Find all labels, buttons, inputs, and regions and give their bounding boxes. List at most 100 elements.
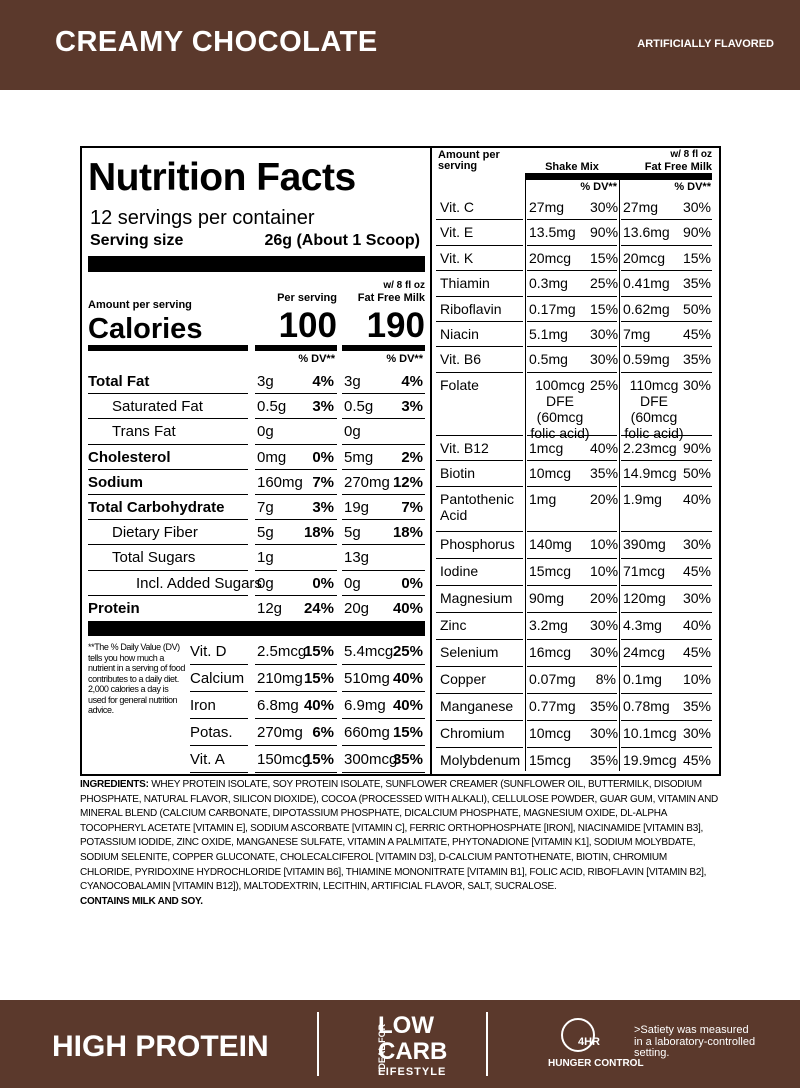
row-rule [342,746,425,773]
claim: HIGH PROTEIN [52,1030,269,1063]
ingredients-text: WHEY PROTEIN ISOLATE, SOY PROTEIN ISOLAT… [80,779,719,893]
amount-per-serving: Amount per serving [438,149,500,172]
dv: 0% [312,448,334,466]
row-rule [436,694,523,721]
label-title: Nutrition Facts [88,156,356,199]
row-rule [342,571,425,596]
clock-icon [561,1018,595,1052]
dv: 20% [590,589,619,606]
dv: 35% [682,697,711,714]
row-rule [255,746,337,773]
amount: 13g [344,549,370,567]
nutrient-name: Total Fat [88,373,150,390]
dv: 40% [392,697,423,714]
row-rule [527,322,617,348]
nutrient-name: Folate [440,376,479,393]
bar [255,345,337,351]
col-header: Per serving [277,292,337,304]
amount: 27mg [623,199,659,215]
dv: 30% [682,376,711,393]
row-rule [436,347,523,373]
dv: 15% [392,724,423,741]
row-rule [621,347,712,373]
dv: 18% [392,524,423,542]
col-header: w/ 8 fl oz [670,149,712,160]
amount: 110mcg DFE (60mcg folic acid) [624,376,684,441]
claim: LOW [378,1012,434,1039]
dv: 30% [682,589,711,606]
dv: 7% [401,499,423,516]
amount: 14.9mcg [623,465,677,482]
row-rule [342,445,425,470]
row-rule [527,721,617,748]
nutrient-name: Total Carbohydrate [88,499,225,516]
dv: 3% [312,499,334,516]
row-rule [88,419,248,445]
dv: 30% [590,616,619,633]
row-rule [436,220,523,246]
amount: 0g [344,574,361,592]
row-rule [621,436,712,462]
nutrient-name: Thiamin [440,275,490,292]
nutrient-name: Molybdenum [440,751,521,768]
nutrient-name: Incl. Added Sugars [136,574,262,592]
dv: 10% [590,535,619,552]
ingredients-label: INGREDIENTS: [80,779,149,790]
footer-band [0,1000,800,1088]
dv: 35% [590,465,619,482]
row-rule [621,373,712,436]
dv: 35% [590,751,619,768]
dv: 35% [682,275,711,292]
title: CREAMY CHOCOLATE [55,26,378,58]
row-rule [255,369,337,395]
amount: 10.1mcg [623,724,677,741]
amount: 210mg [257,670,303,687]
amount: 1mg [529,490,557,507]
dv: 35% [590,697,619,714]
row-rule [527,667,617,694]
amount: 1g [257,549,274,567]
amount: 5g [344,524,361,542]
dv: 7% [312,473,334,491]
amount: 660mg [344,724,390,741]
row-rule [527,532,617,559]
dv: 90% [682,439,711,456]
row-rule [255,495,337,521]
nutrient-name: Protein [88,599,140,617]
dv: 0% [312,574,334,592]
row-rule [342,638,425,665]
nutrient-name: Manganese [440,697,514,714]
col-header: Fat Free Milk [357,292,425,304]
row-rule [527,297,617,322]
row-rule [255,665,337,692]
dv: 30% [682,535,711,552]
amount: 0.5mg [529,351,568,368]
dv: 30% [682,724,711,741]
dv: 20% [590,490,619,507]
row-rule [436,559,523,586]
amount: 7mg [623,326,651,342]
dv: 2% [401,448,423,466]
dv: 90% [682,224,711,241]
dv: 30% [590,351,619,368]
row-rule [621,613,712,640]
row-rule [342,545,425,571]
row-rule [527,613,617,640]
dv: 40% [682,616,711,633]
dv: 25% [590,376,619,393]
row-rule [255,520,337,546]
bar [88,621,425,636]
row-rule [527,271,617,297]
dv: 8% [595,670,616,687]
icon-text: 4HR [578,1036,601,1048]
footnote: **The % Daily Value (DV) tells you how m… [88,642,185,715]
serving-size-label: Serving size [90,232,184,249]
bar [88,345,248,351]
calories: 190 [366,306,425,345]
amount: 150mcg [257,751,311,768]
row-rule [527,436,617,462]
amount: 510mg [344,670,390,687]
amount: 0.5g [257,398,287,416]
row-rule [88,369,248,395]
allergens: CONTAINS MILK AND SOY. [80,895,203,907]
